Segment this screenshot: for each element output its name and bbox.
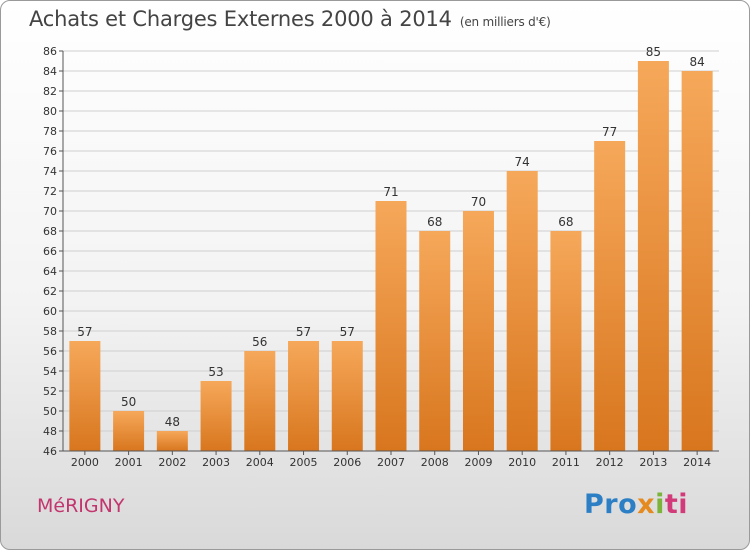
y-tick-label: 64 (43, 265, 57, 278)
x-tick-label: 2001 (115, 456, 143, 469)
y-tick-label: 48 (43, 425, 57, 438)
y-tick-label: 52 (43, 385, 57, 398)
bar-value-label: 50 (121, 395, 136, 409)
x-tick-label: 2009 (464, 456, 492, 469)
y-tick-label: 80 (43, 105, 57, 118)
bar (594, 141, 626, 451)
bar-value-label: 71 (383, 185, 398, 199)
y-tick-label: 70 (43, 205, 57, 218)
logo-part-1: Pro (584, 489, 638, 520)
x-tick-label: 2010 (508, 456, 536, 469)
x-tick-label: 2008 (421, 456, 449, 469)
x-tick-label: 2007 (377, 456, 405, 469)
x-tick-label: 2003 (202, 456, 230, 469)
y-tick-label: 50 (43, 405, 57, 418)
x-tick-label: 2000 (71, 456, 99, 469)
bar-value-label: 68 (427, 215, 442, 229)
x-tick-label: 2006 (333, 456, 361, 469)
y-tick-label: 68 (43, 225, 57, 238)
x-tick-label: 2013 (639, 456, 667, 469)
proxiti-logo: Proxiti (584, 489, 688, 520)
x-tick-label: 2012 (596, 456, 624, 469)
axes: 46 48 50 52 54 56 58 60 62 64 66 68 70 72 74 76 78 80 82 84… (43, 45, 719, 469)
bar-value-label: 48 (165, 415, 180, 429)
bar-value-label: 84 (689, 55, 704, 69)
bar (375, 201, 407, 451)
bar (331, 341, 363, 451)
x-tick-label: 2004 (246, 456, 274, 469)
y-tick-label: 54 (43, 365, 57, 378)
logo-part-4: ti (664, 489, 689, 520)
y-tick-label: 74 (43, 165, 57, 178)
y-tick-label: 62 (43, 285, 57, 298)
title-text: Achats et Charges Externes 2000 à 2014 (29, 7, 452, 31)
bar-value-label: 57 (77, 325, 92, 339)
y-tick-label: 60 (43, 305, 57, 318)
bar (462, 211, 494, 451)
chart-title: Achats et Charges Externes 2000 à 2014 (e… (29, 7, 551, 31)
y-tick-label: 76 (43, 145, 57, 158)
y-tick-label: 56 (43, 345, 57, 358)
bar-value-label: 56 (252, 335, 267, 349)
y-tick-label: 46 (43, 445, 57, 458)
bar-value-label: 74 (515, 155, 530, 169)
bar (288, 341, 320, 451)
bars (69, 61, 713, 451)
x-tick-label: 2014 (683, 456, 711, 469)
y-tick-label: 86 (43, 45, 57, 58)
y-tick-label: 66 (43, 245, 57, 258)
bar (113, 411, 145, 451)
bar-value-label: 85 (646, 45, 661, 59)
y-tick-label: 58 (43, 325, 57, 338)
bar (244, 351, 276, 451)
bar-value-label: 57 (296, 325, 311, 339)
bar (419, 231, 451, 451)
bar (156, 431, 188, 451)
bar (550, 231, 582, 451)
bar-value-label: 68 (558, 215, 573, 229)
bar (637, 61, 669, 451)
y-tick-label: 78 (43, 125, 57, 138)
title-unit: (en milliers d'€) (459, 15, 551, 29)
bar-value-label: 77 (602, 125, 617, 139)
x-tick-label: 2005 (290, 456, 318, 469)
value-labels: 57 50 48 53 56 57 57 71 68 70 74 68 77 85 84 (77, 45, 705, 429)
bar (200, 381, 232, 451)
logo-part-3: i (655, 489, 665, 520)
y-tick-label: 82 (43, 85, 57, 98)
bar (506, 171, 538, 451)
x-tick-label: 2011 (552, 456, 580, 469)
bar-value-label: 53 (208, 365, 223, 379)
bar-value-label: 57 (340, 325, 355, 339)
y-tick-label: 72 (43, 185, 57, 198)
bar-value-label: 70 (471, 195, 486, 209)
x-tick-label: 2002 (158, 456, 186, 469)
logo-part-2: x (637, 489, 656, 520)
commune-name: MéRIGNY (37, 495, 125, 517)
y-tick-label: 84 (43, 65, 57, 78)
bar (69, 341, 101, 451)
bar (681, 71, 713, 451)
